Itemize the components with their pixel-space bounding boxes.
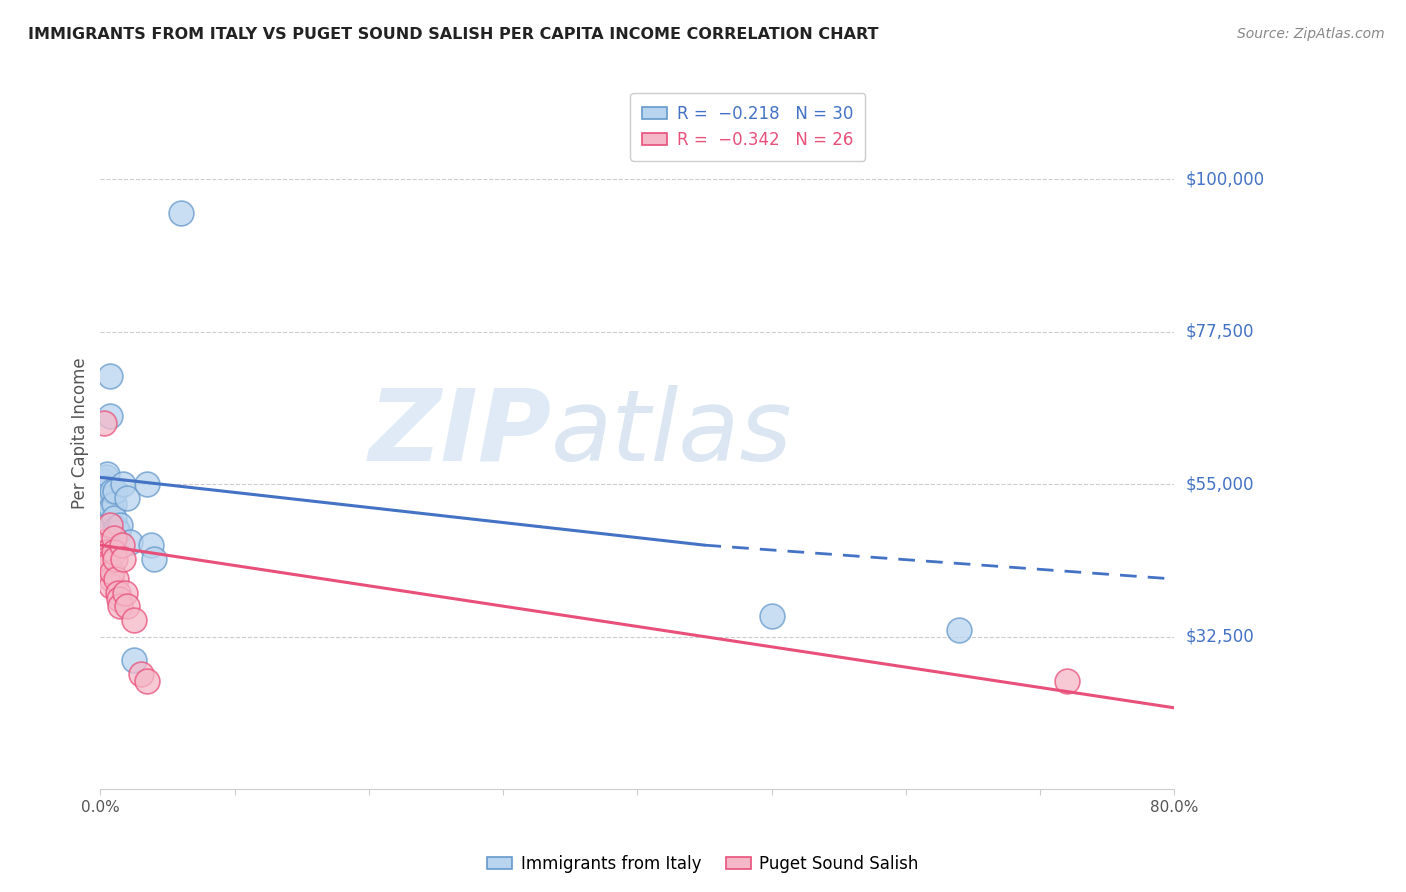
Point xyxy=(107,524,129,539)
Point xyxy=(97,555,120,569)
Point xyxy=(91,534,114,549)
Point xyxy=(100,491,122,505)
Point xyxy=(103,532,125,546)
Point xyxy=(91,474,114,488)
Point xyxy=(105,521,128,535)
Point xyxy=(94,470,117,484)
Point xyxy=(1056,673,1078,688)
Point xyxy=(122,613,145,627)
Point xyxy=(93,416,115,430)
Point xyxy=(136,477,159,491)
Point xyxy=(110,517,132,532)
Point xyxy=(114,585,136,599)
Point xyxy=(122,653,145,667)
Point xyxy=(94,508,117,522)
Text: $55,000: $55,000 xyxy=(1185,475,1254,493)
Text: $77,500: $77,500 xyxy=(1185,323,1254,341)
Point xyxy=(96,551,118,566)
Point xyxy=(101,483,124,498)
Point xyxy=(97,498,120,512)
Point xyxy=(115,599,138,614)
Point xyxy=(105,572,128,586)
Text: ZIP: ZIP xyxy=(368,384,551,482)
Point xyxy=(94,545,117,559)
Text: $100,000: $100,000 xyxy=(1185,170,1264,188)
Point xyxy=(118,534,141,549)
Point xyxy=(143,551,166,566)
Point xyxy=(107,585,129,599)
Point xyxy=(101,566,124,580)
Point xyxy=(112,551,135,566)
Point xyxy=(129,667,152,681)
Point xyxy=(100,572,122,586)
Point xyxy=(100,579,122,593)
Point xyxy=(97,558,120,573)
Point xyxy=(104,551,127,566)
Y-axis label: Per Capita Income: Per Capita Income xyxy=(72,358,89,509)
Point xyxy=(98,409,121,424)
Point xyxy=(108,592,131,607)
Point xyxy=(110,599,132,614)
Legend: R =  −0.218   N = 30, R =  −0.342   N = 26: R = −0.218 N = 30, R = −0.342 N = 26 xyxy=(630,93,865,161)
Legend: Immigrants from Italy, Puget Sound Salish: Immigrants from Italy, Puget Sound Salis… xyxy=(481,848,925,880)
Point xyxy=(111,538,134,552)
Point xyxy=(103,498,125,512)
Point xyxy=(96,481,118,495)
Point xyxy=(96,517,118,532)
Point xyxy=(141,538,163,552)
Point xyxy=(96,467,118,481)
Point xyxy=(96,545,118,559)
Point xyxy=(103,511,125,525)
Point xyxy=(93,483,115,498)
Point xyxy=(93,494,115,508)
Point xyxy=(100,500,122,515)
Point xyxy=(136,673,159,688)
Text: Source: ZipAtlas.com: Source: ZipAtlas.com xyxy=(1237,27,1385,41)
Point xyxy=(112,477,135,491)
Point xyxy=(104,483,127,498)
Text: $32,500: $32,500 xyxy=(1185,628,1254,646)
Point xyxy=(761,609,783,624)
Point xyxy=(115,491,138,505)
Text: atlas: atlas xyxy=(551,384,793,482)
Point xyxy=(98,368,121,383)
Point xyxy=(948,623,970,637)
Text: IMMIGRANTS FROM ITALY VS PUGET SOUND SALISH PER CAPITA INCOME CORRELATION CHART: IMMIGRANTS FROM ITALY VS PUGET SOUND SAL… xyxy=(28,27,879,42)
Point xyxy=(103,545,125,559)
Point xyxy=(98,517,121,532)
Point xyxy=(170,206,193,220)
